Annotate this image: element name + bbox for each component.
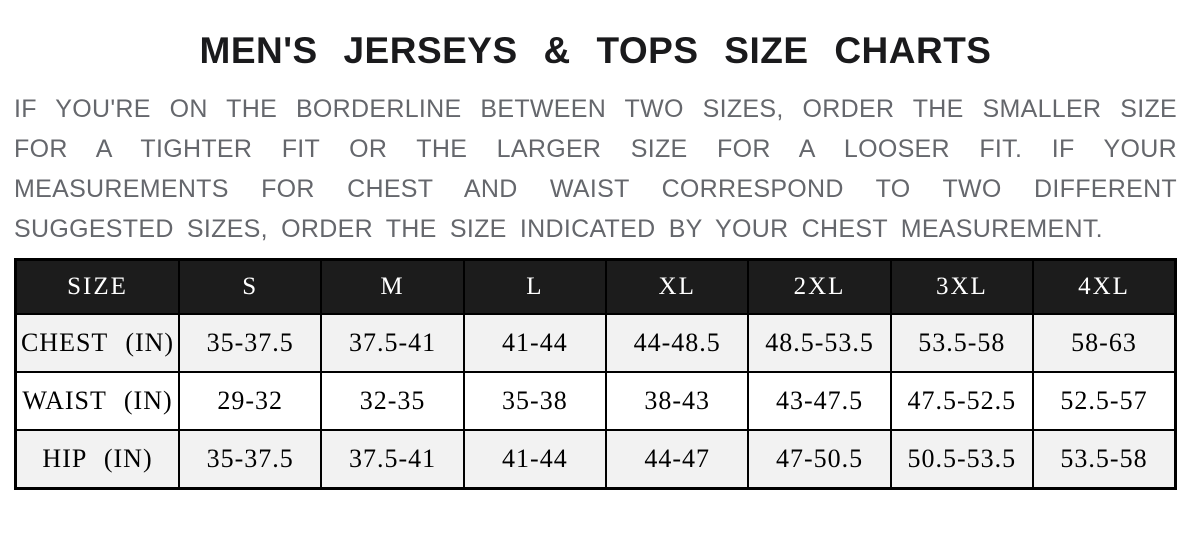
table-row-chest: CHEST (IN) 35-37.5 37.5-41 41-44 44-48.5… xyxy=(14,313,1177,373)
chest-value-xl: 44-48.5 xyxy=(605,313,750,373)
hip-value-3xl: 50.5-53.5 xyxy=(889,429,1035,489)
waist-value-s: 29-32 xyxy=(178,371,323,431)
header-cell-size: SIZE xyxy=(14,258,181,315)
waist-value-3xl: 47.5-52.5 xyxy=(889,371,1035,431)
waist-value-m: 32-35 xyxy=(320,371,465,431)
hip-value-l: 41-44 xyxy=(462,429,608,489)
header-row: SIZE S M L XL 2XL 3XL 4XL xyxy=(14,258,1177,315)
page-title: MEN'S JERSEYS & TOPS SIZE CHARTS xyxy=(199,30,992,71)
row-label-chest: CHEST (IN) xyxy=(14,313,181,373)
chest-value-m: 37.5-41 xyxy=(320,313,465,373)
header-cell-2xl: 2XL xyxy=(747,258,892,315)
hip-value-xl: 44-47 xyxy=(605,429,750,489)
chest-value-4xl: 58-63 xyxy=(1032,313,1177,373)
header-cell-m: M xyxy=(320,258,465,315)
size-chart-table: SIZE S M L XL 2XL 3XL 4XL CHEST (IN) 35-… xyxy=(14,258,1177,490)
table-row-hip: HIP (IN) 35-37.5 37.5-41 41-44 44-47 47-… xyxy=(14,429,1177,489)
table-header: SIZE S M L XL 2XL 3XL 4XL xyxy=(14,258,1177,315)
table-row-waist: WAIST (IN) 29-32 32-35 35-38 38-43 43-47… xyxy=(14,371,1177,431)
size-chart-page: MEN'S JERSEYS & TOPS SIZE CHARTS IF YOU'… xyxy=(0,30,1191,540)
chest-value-s: 35-37.5 xyxy=(178,313,323,373)
header-cell-4xl: 4XL xyxy=(1032,258,1177,315)
table-body: CHEST (IN) 35-37.5 37.5-41 41-44 44-48.5… xyxy=(14,313,1177,489)
intro-paragraph: IF YOU'RE ON THE BORDERLINE BETWEEN TWO … xyxy=(14,95,1177,243)
header-cell-3xl: 3XL xyxy=(889,258,1035,315)
chest-value-l: 41-44 xyxy=(462,313,608,373)
chest-value-2xl: 48.5-53.5 xyxy=(747,313,892,373)
hip-value-m: 37.5-41 xyxy=(320,429,465,489)
row-label-waist: WAIST (IN) xyxy=(14,371,181,431)
waist-value-2xl: 43-47.5 xyxy=(747,371,892,431)
hip-value-s: 35-37.5 xyxy=(178,429,323,489)
header-cell-s: S xyxy=(178,258,323,315)
hip-value-4xl: 53.5-58 xyxy=(1032,429,1177,489)
waist-value-4xl: 52.5-57 xyxy=(1032,371,1177,431)
header-cell-l: L xyxy=(462,258,608,315)
waist-value-l: 35-38 xyxy=(462,371,608,431)
chest-value-3xl: 53.5-58 xyxy=(889,313,1035,373)
hip-value-2xl: 47-50.5 xyxy=(747,429,892,489)
waist-value-xl: 38-43 xyxy=(605,371,750,431)
row-label-hip: HIP (IN) xyxy=(14,429,181,489)
header-cell-xl: XL xyxy=(605,258,750,315)
